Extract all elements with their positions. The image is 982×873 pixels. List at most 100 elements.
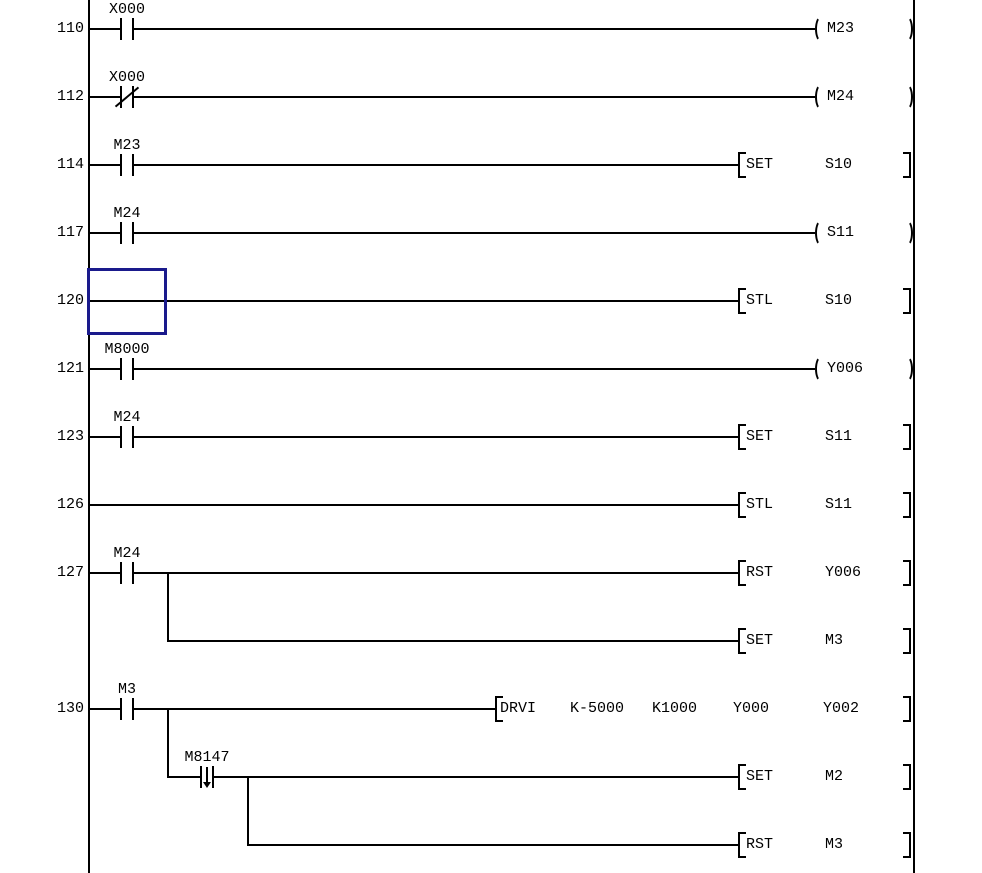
step-number: 123 — [56, 428, 84, 445]
instruction-stl-s10[interactable]: STL S10 — [738, 288, 911, 314]
device-label: M24 — [113, 205, 141, 222]
instruction-open-bracket-icon — [738, 492, 746, 518]
coil-open-paren-icon — [815, 16, 827, 42]
contact-pf-M8147[interactable] — [193, 766, 221, 788]
branch-wire — [167, 573, 169, 641]
instruction-mnemonic: SET — [746, 768, 774, 785]
instruction-close-bracket-icon — [903, 560, 911, 586]
contact-bar-left-icon — [120, 562, 122, 584]
contact-no-M24[interactable] — [113, 426, 141, 448]
instruction-operand: S11 — [825, 496, 853, 513]
contact-bar-right-icon — [132, 86, 134, 108]
wire-segment — [88, 436, 120, 438]
contact-bar-right-icon — [132, 358, 134, 380]
output-coil-S11[interactable]: S11 — [815, 220, 913, 246]
wire-segment — [134, 368, 815, 370]
device-label: M23 — [113, 137, 141, 154]
contact-no-X000[interactable] — [113, 18, 141, 40]
device-label: X000 — [108, 69, 146, 86]
device-label: M24 — [113, 545, 141, 562]
instruction-rst-m3[interactable]: RST M3 — [738, 832, 911, 858]
wire-segment — [167, 640, 738, 642]
instruction-open-bracket-icon — [738, 288, 746, 314]
wire-segment — [88, 28, 120, 30]
device-label: X000 — [108, 1, 146, 18]
wire-segment — [134, 708, 495, 710]
step-number: 112 — [56, 88, 84, 105]
contact-no-M8000[interactable] — [113, 358, 141, 380]
wire-segment — [134, 232, 815, 234]
device-label: M8000 — [104, 341, 150, 358]
instruction-operand: S10 — [825, 292, 853, 309]
instruction-mnemonic: SET — [746, 156, 774, 173]
contact-nc-X000[interactable] — [113, 86, 141, 108]
contact-bar-right-icon — [132, 562, 134, 584]
contact-no-M24[interactable] — [113, 222, 141, 244]
instruction-close-bracket-icon — [903, 832, 911, 858]
coil-close-paren-icon — [901, 84, 913, 110]
wire-segment — [134, 164, 738, 166]
instruction-open-bracket-icon — [738, 764, 746, 790]
contact-bar-left-icon — [120, 86, 122, 108]
wire-segment — [134, 96, 815, 98]
instruction-operand: S10 — [825, 156, 853, 173]
instruction-close-bracket-icon — [903, 764, 911, 790]
instruction-rst-y006[interactable]: RST Y006 — [738, 560, 911, 586]
normally-closed-slash-icon — [114, 86, 140, 108]
coil-operand: Y006 — [827, 360, 864, 377]
wire-segment — [88, 300, 738, 302]
contact-bar-left-icon — [200, 766, 202, 788]
wire-segment — [88, 164, 120, 166]
output-coil-M24[interactable]: M24 — [815, 84, 913, 110]
contact-bar-right-icon — [132, 426, 134, 448]
wire-segment — [88, 232, 120, 234]
instruction-mnemonic: RST — [746, 836, 774, 853]
coil-open-paren-icon — [815, 220, 827, 246]
wire-segment — [134, 436, 738, 438]
wire-segment — [134, 28, 815, 30]
instruction-set-m2[interactable]: SET M2 — [738, 764, 911, 790]
instruction-mnemonic: STL — [746, 292, 774, 309]
instruction-set-s11[interactable]: SET S11 — [738, 424, 911, 450]
instruction-open-bracket-icon — [738, 424, 746, 450]
instruction-operand: M2 — [825, 768, 844, 785]
instruction-close-bracket-icon — [903, 492, 911, 518]
contact-bar-left-icon — [120, 426, 122, 448]
output-coil-M23[interactable]: M23 — [815, 16, 913, 42]
coil-operand: S11 — [827, 224, 855, 241]
instruction-open-bracket-icon — [738, 152, 746, 178]
instruction-operand: Y000 — [733, 700, 770, 717]
contact-bar-right-icon — [132, 698, 134, 720]
wire-segment — [88, 572, 120, 574]
wire-segment — [134, 572, 738, 574]
falling-pulse-shaft-icon — [206, 767, 208, 784]
coil-open-paren-icon — [815, 356, 827, 382]
coil-open-paren-icon — [815, 84, 827, 110]
instruction-open-bracket-icon — [738, 628, 746, 654]
instruction-set-m3[interactable]: SET M3 — [738, 628, 911, 654]
coil-operand: M23 — [827, 20, 855, 37]
wire-segment — [214, 776, 738, 778]
contact-bar-left-icon — [120, 358, 122, 380]
instruction-stl-s11[interactable]: STL S11 — [738, 492, 911, 518]
branch-wire — [167, 709, 169, 777]
step-number: 117 — [56, 224, 84, 241]
instruction-drvi-k-5000-k1000-y000-y002[interactable]: DRVI K-5000 K1000 Y000 Y002 — [495, 696, 911, 722]
contact-no-M23[interactable] — [113, 154, 141, 176]
instruction-set-s10[interactable]: SET S10 — [738, 152, 911, 178]
step-number: 110 — [56, 20, 84, 37]
output-coil-Y006[interactable]: Y006 — [815, 356, 913, 382]
contact-no-M24[interactable] — [113, 562, 141, 584]
coil-operand: M24 — [827, 88, 855, 105]
wire-segment — [88, 504, 738, 506]
step-number: 126 — [56, 496, 84, 513]
contact-no-M3[interactable] — [113, 698, 141, 720]
step-number: 121 — [56, 360, 84, 377]
instruction-close-bracket-icon — [903, 628, 911, 654]
wire-segment — [247, 844, 738, 846]
instruction-open-bracket-icon — [495, 696, 503, 722]
edit-cursor[interactable] — [87, 268, 167, 335]
instruction-close-bracket-icon — [903, 152, 911, 178]
instruction-operand: Y006 — [825, 564, 862, 581]
